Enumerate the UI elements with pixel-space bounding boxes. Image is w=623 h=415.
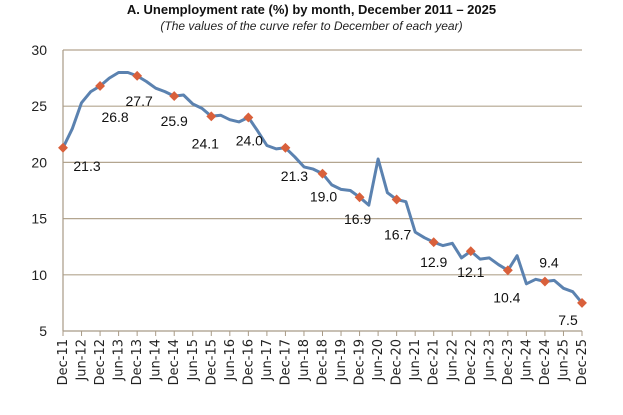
data-label: 27.7 — [126, 93, 153, 109]
data-label: 9.4 — [539, 255, 559, 271]
data-label: 21.3 — [73, 158, 100, 174]
december-marker — [243, 112, 254, 123]
x-tick-label: Jun-18 — [297, 339, 312, 382]
data-label: 7.5 — [558, 312, 578, 328]
x-tick-label: Jun-17 — [260, 339, 275, 382]
x-tick-label: Dec-22 — [464, 339, 479, 385]
data-label: 16.9 — [344, 211, 371, 227]
x-tick-label: Dec-24 — [538, 339, 553, 385]
december-marker — [95, 81, 106, 91]
x-tick-label: Dec-11 — [56, 339, 71, 385]
december-marker — [58, 142, 68, 153]
x-tick-label: Jun-13 — [112, 339, 127, 382]
data-label: 12.9 — [420, 254, 447, 270]
x-tick-label: Dec-17 — [278, 339, 293, 385]
x-tick-label: Jun-21 — [408, 339, 423, 382]
x-tick-label: Jun-22 — [445, 339, 460, 382]
x-tick-label: Dec-12 — [93, 339, 108, 385]
x-tick-label: Dec-14 — [167, 339, 182, 385]
december-marker — [502, 265, 513, 276]
december-marker — [428, 237, 439, 248]
december-marker — [539, 276, 550, 287]
december-marker — [280, 142, 291, 153]
x-tick-label: Jun-19 — [334, 339, 349, 382]
december-marker — [577, 297, 587, 308]
december-marker — [132, 70, 143, 81]
y-tick-label: 5 — [39, 323, 47, 339]
x-tick-label: Dec-15 — [204, 339, 219, 385]
december-marker — [317, 168, 328, 179]
x-tick-label: Dec-21 — [427, 339, 442, 385]
december-marker — [354, 192, 365, 203]
data-label: 25.9 — [161, 113, 188, 129]
x-tick-label: Jun-14 — [149, 339, 164, 382]
x-tick-label: Dec-25 — [575, 339, 590, 385]
x-tick-label: Jun-20 — [371, 339, 386, 382]
data-label: 19.0 — [310, 189, 337, 205]
x-tick-label: Jun-15 — [186, 339, 201, 382]
data-label: 16.7 — [384, 226, 411, 242]
december-marker — [206, 111, 217, 122]
y-tick-label: 15 — [31, 211, 47, 227]
chart-title: A. Unemployment rate (%) by month, Decem… — [126, 2, 497, 17]
x-tick-label: Dec-13 — [130, 339, 145, 385]
x-tick-label: Dec-19 — [353, 339, 368, 385]
x-tick-label: Dec-23 — [501, 339, 516, 385]
data-label: 24.1 — [192, 135, 219, 151]
data-label: 12.1 — [457, 264, 484, 280]
x-tick-label: Dec-16 — [241, 339, 256, 385]
december-marker — [391, 194, 402, 205]
x-tick-label: Jun-16 — [223, 339, 238, 382]
x-tick-label: Jun-23 — [482, 339, 497, 382]
data-label: 24.0 — [236, 132, 263, 148]
x-tick-label: Dec-20 — [390, 339, 405, 385]
x-tick-label: Dec-18 — [316, 339, 331, 385]
chart-subtitle: (The values of the curve refer to Decemb… — [160, 19, 463, 33]
y-tick-label: 10 — [31, 267, 47, 283]
data-label: 10.4 — [493, 289, 520, 305]
x-tick-label: Jun-24 — [519, 339, 534, 382]
x-tick-label: Jun-12 — [75, 339, 90, 382]
december-marker — [465, 246, 476, 257]
y-tick-label: 30 — [31, 42, 47, 58]
y-tick-label: 20 — [31, 154, 47, 170]
december-marker — [169, 91, 180, 102]
y-tick-label: 25 — [31, 98, 47, 114]
data-label: 21.3 — [281, 168, 308, 184]
x-tick-label: Jun-25 — [556, 339, 571, 382]
data-label: 26.8 — [101, 109, 128, 125]
